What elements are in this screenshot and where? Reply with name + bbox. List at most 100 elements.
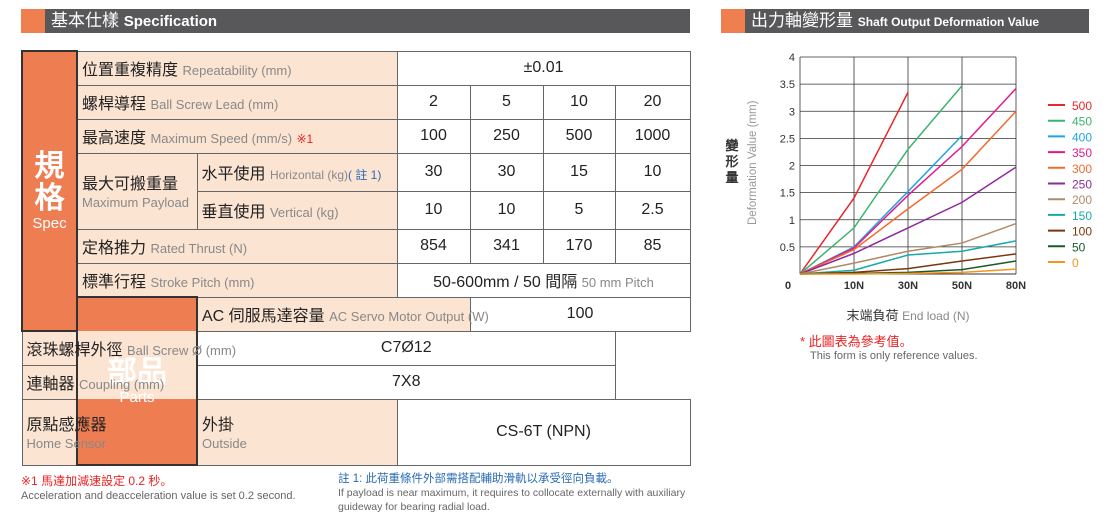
x-tick-label: 10N bbox=[844, 280, 864, 292]
series-line-250 bbox=[799, 166, 1017, 275]
table-row: 原點感應器 Home Sensor 外掛 Outside CS-6T (NPN) bbox=[21, 398, 691, 466]
x-axis-label: 末端負荷 End load (N) bbox=[847, 308, 970, 323]
series-line-500 bbox=[799, 91, 909, 275]
label-motor: AC 伺服馬達容量 AC Servo Motor Output (W) bbox=[196, 296, 489, 332]
value-coupling: 7X8 bbox=[196, 364, 616, 400]
y-tick-label: 1.5 bbox=[780, 188, 795, 200]
spec-title-zh: 基本仕樣 bbox=[51, 11, 119, 30]
legend-label: 350 bbox=[1072, 146, 1092, 160]
series-line-450 bbox=[799, 85, 963, 275]
header-accent bbox=[721, 9, 745, 33]
value-cell: 30 bbox=[469, 152, 544, 192]
y-tick-label: 0.5 bbox=[780, 242, 795, 254]
series-line-150 bbox=[799, 240, 1017, 275]
label-vertical: 垂直使用 Vertical (kg) bbox=[196, 190, 398, 230]
label-speed: 最高速度 Maximum Speed (mm/s) ※1 bbox=[76, 118, 398, 154]
legend-label: 150 bbox=[1072, 209, 1092, 223]
chart-title-zh: 出力軸變形量 bbox=[751, 11, 853, 30]
value-cell: 30 bbox=[396, 152, 471, 192]
label-payload: 最大可搬重量 Maximum Payload bbox=[76, 152, 198, 230]
y-tick-label: 2.5 bbox=[780, 133, 795, 145]
group-spec: 規格 Spec bbox=[21, 50, 78, 332]
table-row: 滾珠螺桿外徑 Ball Screw Ø (mm) C7Ø12 bbox=[21, 330, 690, 366]
table-row: 垂直使用 Vertical (kg) 10 10 5 2.5 bbox=[22, 190, 691, 230]
chart-note: * 此圖表為參考值。 This form is only reference va… bbox=[800, 334, 978, 362]
legend-label: 0 bbox=[1072, 256, 1079, 270]
value-screw: C7Ø12 bbox=[196, 330, 616, 366]
series-line-200 bbox=[799, 222, 1017, 275]
table-row: 標準行程 Stroke Pitch (mm) 50-600mm / 50 間隔 … bbox=[22, 262, 691, 298]
value-cell: 100 bbox=[396, 118, 471, 154]
value-cell: 5 bbox=[542, 190, 616, 230]
value-cell: 2.5 bbox=[614, 190, 691, 230]
legend-label: 200 bbox=[1072, 193, 1092, 207]
legend-label: 450 bbox=[1072, 115, 1092, 129]
value-cell: 5 bbox=[469, 84, 544, 120]
label-stroke: 標準行程 Stroke Pitch (mm) bbox=[76, 262, 398, 298]
value-stroke: 50-600mm / 50 間隔 50 mm Pitch bbox=[396, 262, 691, 298]
header-accent bbox=[21, 9, 45, 33]
value-cell: 85 bbox=[614, 228, 691, 264]
y-tick-label: 3 bbox=[789, 106, 795, 118]
value-cell: 2 bbox=[396, 84, 471, 120]
value-cell: 10 bbox=[614, 152, 691, 192]
value-cell: 20 bbox=[614, 84, 691, 120]
chart-header: 出力軸變形量 Shaft Output Deformation Value bbox=[721, 9, 1089, 33]
spec-header: 基本仕樣 Specification bbox=[21, 9, 690, 33]
value-cell: 10 bbox=[469, 190, 544, 230]
y-tick-label: 4 bbox=[789, 52, 795, 64]
note-1: ※1 馬達加減速設定 0.2 秒。 Acceleration and deacce… bbox=[21, 474, 296, 502]
series-line-0 bbox=[800, 268, 1017, 275]
value-cell: 170 bbox=[542, 228, 616, 264]
value-motor: 100 bbox=[469, 296, 691, 332]
label-repeatability: 位置重複精度 Repeatability (mm) bbox=[76, 50, 398, 86]
value-cell: 10 bbox=[542, 84, 616, 120]
legend-label: 50 bbox=[1072, 240, 1086, 254]
table-row: 螺桿導程 Ball Screw Lead (mm) 2 5 10 20 bbox=[22, 84, 691, 120]
y-axis-label-zh: 量 bbox=[725, 170, 738, 185]
table-row: 定格推力 Rated Thrust (N) 854 341 170 85 bbox=[22, 228, 691, 264]
spec-table: 規格 Spec 位置重複精度 Repeatability (mm) ±0.01 螺… bbox=[21, 50, 691, 466]
label-horizontal: 水平使用 Horizontal (kg)( 註 1) bbox=[196, 152, 398, 192]
value-cell: 250 bbox=[469, 118, 544, 154]
label-sensor: 原點感應器 Home Sensor bbox=[21, 398, 107, 466]
note-2: 註 1: 此荷重條件外部需搭配輔助滑軌以承受徑向負載。 If payload is… bbox=[338, 473, 686, 513]
series-line-350 bbox=[799, 87, 1017, 275]
y-axis-label-zh: 形 bbox=[725, 154, 738, 169]
series-line-300 bbox=[799, 110, 1017, 275]
value-cell: 1000 bbox=[614, 118, 691, 154]
value-sensor: CS-6T (NPN) bbox=[396, 398, 691, 466]
origin-label: 0 bbox=[785, 280, 791, 292]
x-tick-label: 50N bbox=[952, 280, 972, 292]
table-row: 最高速度 Maximum Speed (mm/s) ※1 100 250 500 10… bbox=[22, 118, 691, 154]
spec-title-en: Specification bbox=[123, 13, 218, 30]
chart-title-en: Shaft Output Deformation Value bbox=[857, 15, 1040, 29]
y-tick-label: 1 bbox=[789, 215, 795, 227]
label-sensor-sub: 外掛 Outside bbox=[196, 398, 398, 466]
value-cell: 341 bbox=[469, 228, 544, 264]
value-cell: 15 bbox=[542, 152, 616, 192]
y-axis-label-zh: 變 bbox=[725, 138, 739, 153]
y-tick-label: 3.5 bbox=[780, 79, 795, 91]
x-tick-label: 80N bbox=[1006, 280, 1026, 292]
table-row: 最大可搬重量 Maximum Payload 水平使用 Horizontal (k… bbox=[22, 152, 691, 230]
y-tick-label: 2 bbox=[789, 161, 795, 173]
label-lead: 螺桿導程 Ball Screw Lead (mm) bbox=[76, 84, 398, 120]
label-coupling: 連軸器 Coupling (mm) bbox=[21, 364, 198, 400]
legend-label: 250 bbox=[1072, 178, 1092, 192]
label-screw: 滾珠螺桿外徑 Ball Screw Ø (mm) bbox=[21, 330, 236, 366]
table-row: 連軸器 Coupling (mm) 7X8 bbox=[21, 364, 690, 400]
value-cell: 854 bbox=[396, 228, 471, 264]
value-cell: 10 bbox=[396, 190, 471, 230]
table-row: 部品Parts AC 伺服馬達容量 AC Servo Motor Output … bbox=[22, 296, 691, 466]
legend-label: 500 bbox=[1072, 99, 1092, 113]
legend-label: 100 bbox=[1072, 225, 1092, 239]
table-row: 規格 Spec 位置重複精度 Repeatability (mm) ±0.01 bbox=[21, 50, 691, 332]
legend-label: 300 bbox=[1072, 162, 1092, 176]
value-repeatability: ±0.01 bbox=[396, 50, 691, 86]
y-axis-label: Deformation Value (mm) bbox=[747, 100, 759, 225]
value-cell: 500 bbox=[542, 118, 616, 154]
legend-label: 400 bbox=[1072, 130, 1092, 144]
x-tick-label: 30N bbox=[898, 280, 918, 292]
